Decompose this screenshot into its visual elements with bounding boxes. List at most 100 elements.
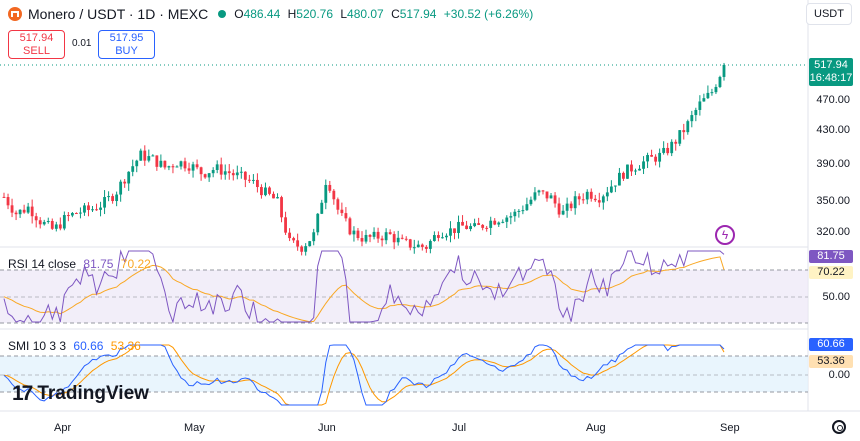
candle [585, 191, 589, 200]
candle [601, 196, 605, 203]
candle [336, 199, 340, 210]
candle [324, 184, 328, 203]
candle [111, 196, 115, 202]
candle [376, 231, 380, 239]
candle [577, 196, 581, 200]
candle [191, 164, 195, 171]
candle [187, 168, 191, 171]
candle [352, 230, 356, 235]
time-axis-label: Apr [54, 422, 72, 434]
candle [75, 213, 78, 215]
candle [79, 212, 82, 214]
candle [296, 240, 300, 247]
candle [533, 192, 537, 200]
settings-gear-icon[interactable] [832, 420, 846, 434]
candle [605, 192, 609, 197]
candle [304, 246, 308, 252]
buy-label: BUY [115, 45, 138, 57]
candle [485, 227, 489, 229]
candle [42, 221, 46, 225]
candle [501, 221, 505, 223]
candle [408, 239, 412, 248]
sell-price: 517.94 [19, 32, 54, 44]
candle [211, 169, 215, 174]
rsi-ma-tag: 70.22 [809, 266, 853, 279]
candle [264, 187, 267, 196]
candle [654, 156, 658, 162]
candle [62, 215, 66, 229]
smi-value-tag: 60.66 [809, 338, 853, 351]
rsi-ma-line [3, 256, 725, 323]
candle [26, 206, 30, 213]
candle [175, 166, 179, 168]
candle [38, 220, 42, 225]
candle [83, 205, 86, 213]
time-axis-label: Jun [318, 422, 336, 434]
candle [662, 147, 666, 153]
monero-coin-icon [8, 7, 22, 21]
candle [155, 155, 159, 167]
candle [127, 171, 131, 184]
candle [529, 199, 533, 205]
candle [682, 130, 686, 133]
candle [231, 173, 235, 176]
candle [565, 203, 569, 211]
candle [424, 246, 428, 249]
candle [714, 86, 718, 93]
candle [593, 198, 597, 201]
candle [256, 179, 259, 188]
candle [115, 194, 119, 202]
candle [247, 179, 251, 181]
candle [223, 171, 227, 175]
ohlc-readout: O486.44 H520.76 L480.07 C517.94 +30.52 (… [234, 7, 534, 21]
candle [199, 167, 203, 175]
candle [630, 164, 633, 172]
candle [22, 209, 26, 213]
candle [437, 235, 440, 238]
candle [372, 231, 376, 237]
candle [151, 155, 155, 157]
time-axis-label: May [184, 422, 205, 434]
candle [147, 156, 151, 161]
candle [344, 213, 348, 219]
smi-line [3, 344, 725, 406]
candle [573, 196, 577, 209]
candle [272, 193, 275, 199]
candle [537, 190, 541, 193]
sell-button[interactable]: 517.94 SELL [8, 30, 65, 59]
candle [646, 155, 649, 162]
candle [473, 223, 477, 227]
currency-button[interactable]: USDT [806, 3, 852, 25]
candle [404, 238, 408, 240]
smi-signal-tag: 53.36 [809, 355, 853, 368]
candle [432, 235, 436, 241]
candle [457, 221, 460, 233]
smi-axis-label: 0.00 [828, 369, 850, 381]
candle [260, 187, 263, 196]
candle [227, 171, 231, 174]
candle [412, 247, 416, 249]
price-axis-label: 470.00 [816, 94, 850, 106]
candle [670, 141, 674, 154]
candle [215, 164, 219, 170]
candle [207, 173, 211, 178]
sell-label: SELL [23, 45, 50, 57]
candle [557, 203, 561, 215]
rsi-value-tag: 81.75 [809, 250, 853, 263]
smi-legend[interactable]: SMI 10 3 3 60.66 53.36 [8, 339, 141, 353]
price-axis-label: 390.00 [816, 158, 850, 170]
candle [553, 195, 557, 204]
tradingview-logo[interactable]: 17 TradingView [12, 382, 149, 405]
buy-button[interactable]: 517.95 BUY [98, 30, 155, 59]
candle [312, 232, 316, 242]
candle [135, 160, 139, 167]
candle [626, 164, 629, 179]
candle [634, 170, 637, 172]
candle [50, 220, 54, 229]
lightning-icon[interactable]: ϟ [715, 225, 735, 245]
rsi-legend[interactable]: RSI 14 close 81.75 70.22 [8, 257, 151, 271]
candle [10, 205, 14, 213]
symbol-title[interactable]: Monero / USDT · 1D · MEXC [28, 6, 209, 22]
candle [119, 181, 123, 195]
